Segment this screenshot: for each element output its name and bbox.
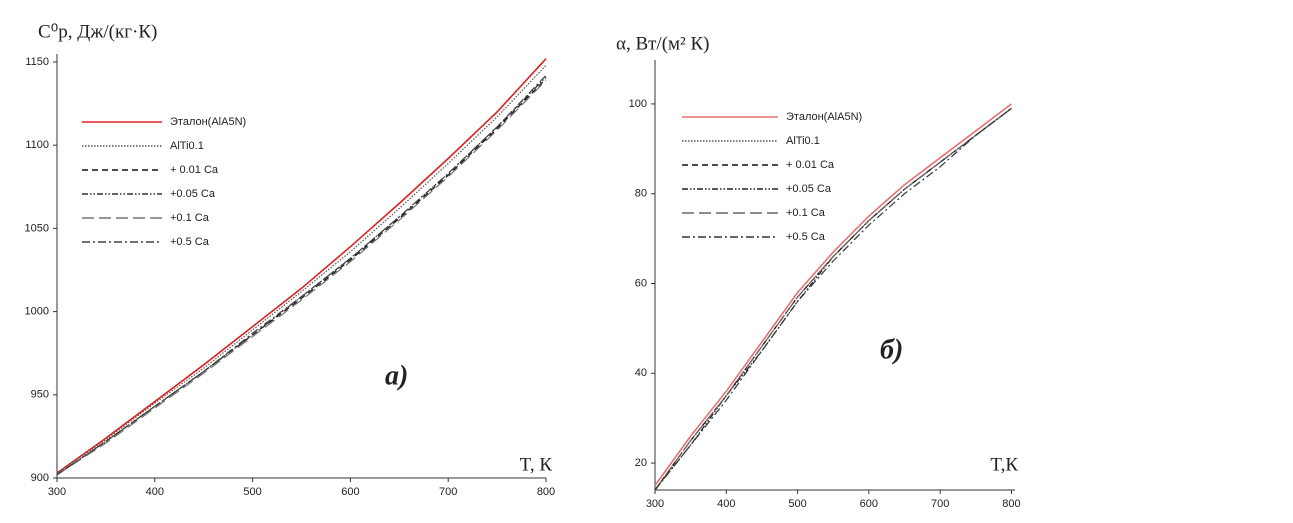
x-tick-label: 400 [146,486,164,498]
legend-label: AlTi0.1 [170,140,204,152]
y-tick-label: 20 [635,457,647,469]
x-tick-label: 700 [931,498,949,510]
y-tick-label: 1050 [25,222,49,234]
x-tick-label: 300 [48,486,66,498]
y-axis-label: α, Вт/(м² К) [616,33,710,54]
y-tick-label: 80 [635,188,647,200]
data-line [56,58,547,474]
data-line [56,64,547,474]
y-tick-label: 1100 [25,139,49,151]
data-line [654,107,1012,491]
y-tick-label: 950 [31,389,49,401]
y-tick-label: 100 [629,98,647,110]
legend-label: + 0.01 Ca [170,164,219,176]
x-tick-label: 800 [537,486,555,498]
legend-label: AlTi0.1 [786,135,820,147]
y-axis-label: C⁰p, Дж/(кг·К) [38,21,157,42]
legend-label: +0.05 Ca [170,188,216,200]
data-line [56,79,547,476]
y-tick-label: 1150 [25,56,49,68]
data-line [56,76,547,476]
legend-label: +0.05 Ca [786,183,832,195]
legend-label: +0.1 Ca [786,207,826,219]
legend-label: +0.1 Ca [170,212,210,224]
y-tick-label: 40 [635,367,647,379]
x-tick-label: 500 [788,498,806,510]
y-tick-label: 1000 [25,306,49,318]
x-tick-label: 400 [717,498,735,510]
data-line [56,74,547,476]
legend-label: +0.5 Ca [786,231,826,243]
y-tick-label: 60 [635,277,647,289]
data-line [654,103,1012,486]
data-line [654,107,1012,491]
x-tick-label: 800 [1002,498,1020,510]
x-axis-label: T,К [990,454,1018,475]
data-line [654,107,1012,491]
x-tick-label: 600 [860,498,878,510]
data-line [56,78,547,476]
x-axis-label: T, К [520,454,553,475]
y-tick-label: 900 [31,472,49,484]
x-tick-label: 700 [439,486,457,498]
x-tick-label: 600 [341,486,359,498]
legend-label: Эталон(AlA5N) [170,116,246,128]
legend-label: Эталон(AlA5N) [786,111,862,123]
panel-annotation: б) [880,334,903,365]
x-tick-label: 300 [646,498,664,510]
legend-label: +0.5 Ca [170,236,210,248]
panel-annotation: а) [385,360,408,391]
x-tick-label: 500 [243,486,261,498]
legend-label: + 0.01 Ca [786,159,835,171]
